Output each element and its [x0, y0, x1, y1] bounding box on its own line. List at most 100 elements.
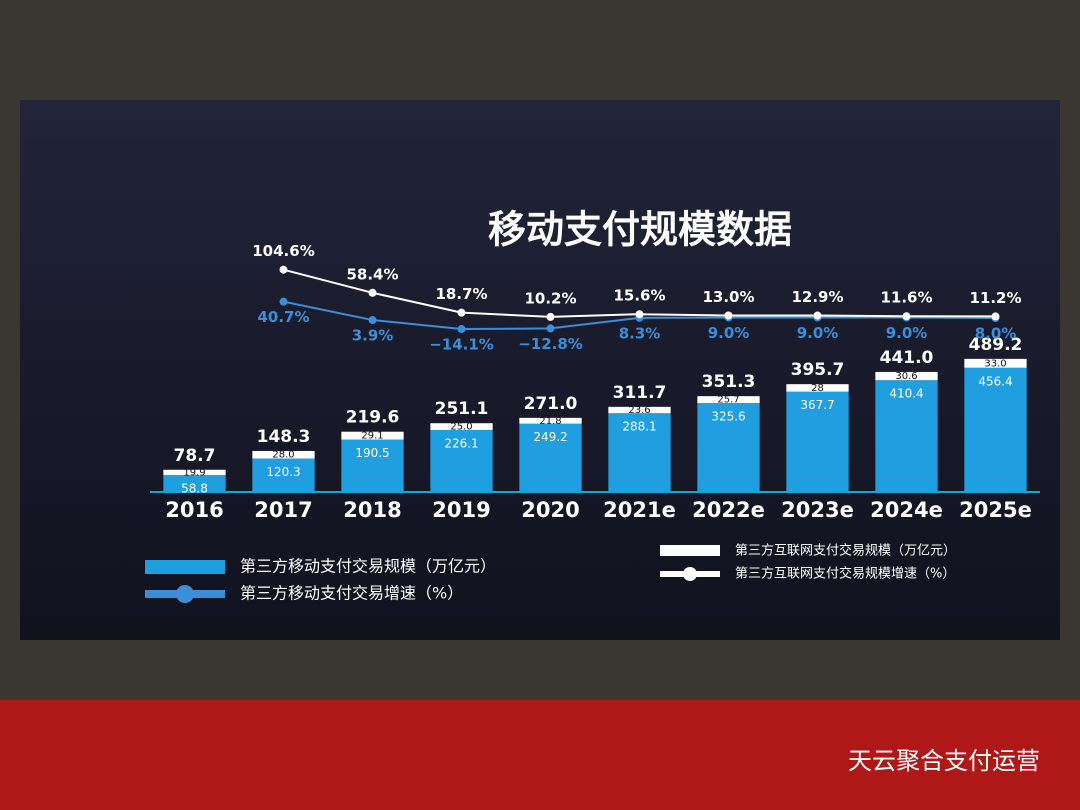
data-label: 23.6: [628, 405, 650, 416]
point: [902, 312, 911, 321]
point: [279, 265, 288, 274]
bar: [964, 358, 1027, 368]
x-tick-label: 2016: [165, 498, 223, 522]
point: [546, 324, 555, 333]
bar: [608, 413, 671, 491]
point: [457, 325, 466, 334]
bar: [964, 367, 1027, 491]
point: [368, 288, 377, 297]
x-tick-label: 2025e: [959, 498, 1032, 522]
bar: [786, 391, 849, 491]
legend-swatch: [660, 545, 720, 556]
data-label: 8.0%: [975, 325, 1017, 343]
data-label: 11.6%: [880, 289, 932, 307]
total-label: 219.6: [346, 408, 400, 428]
point: [546, 312, 555, 321]
legend-label: 第三方互联网支付交易规模增速（%）: [735, 566, 955, 582]
total-label: 271.0: [524, 394, 578, 414]
x-tick-label: 2019: [432, 498, 490, 522]
bar: [341, 439, 404, 491]
data-label: 21.8: [539, 416, 561, 427]
legend-swatch: [683, 567, 697, 581]
point: [279, 297, 288, 306]
data-label: 9.0%: [797, 324, 839, 342]
legend-swatch: [176, 585, 194, 603]
legend-swatch: [145, 560, 225, 574]
data-label: 12.9%: [791, 288, 843, 306]
bar: [519, 417, 582, 424]
bar: [697, 396, 760, 404]
data-label: 58.4%: [346, 265, 398, 283]
point: [457, 308, 466, 317]
data-label: 325.6: [711, 410, 745, 424]
bar: [252, 458, 315, 491]
total-label: 441.0: [880, 348, 934, 368]
data-label: 456.4: [978, 374, 1012, 388]
point: [991, 312, 1000, 321]
x-tick-label: 2020: [521, 498, 579, 522]
data-label: 33.0: [984, 358, 1006, 369]
data-label: 30.6: [895, 371, 917, 382]
x-tick-label: 2018: [343, 498, 401, 522]
watermark: 天云聚合支付运营: [848, 747, 1040, 775]
total-label: 78.7: [174, 446, 216, 466]
data-label: 28: [811, 383, 824, 394]
stage: [0, 700, 1080, 810]
data-label: 29.1: [361, 431, 383, 442]
point: [813, 311, 822, 320]
data-label: 249.2: [533, 430, 567, 444]
data-label: 288.1: [622, 420, 656, 434]
data-label: 120.3: [266, 465, 300, 479]
bar: [786, 384, 849, 392]
data-label: 226.1: [444, 436, 478, 450]
point: [368, 316, 377, 325]
data-label: 367.7: [800, 398, 834, 412]
legend: 第三方移动支付交易规模（万亿元） 第三方移动支付交易增速（%） 第三方互联网支付…: [145, 543, 956, 603]
bar: [163, 469, 226, 476]
data-label: 3.9%: [352, 327, 394, 345]
bar: [608, 406, 671, 414]
legend-label: 第三方移动支付交易增速（%）: [240, 584, 463, 603]
total-label: 148.3: [257, 427, 311, 447]
bar: [519, 423, 582, 491]
total-label: 489.2: [969, 335, 1023, 355]
screen: [20, 100, 1060, 640]
data-label: 13.0%: [702, 288, 754, 306]
bar: [430, 429, 493, 491]
data-label: 28.0: [272, 450, 294, 461]
bar: [430, 423, 493, 430]
data-label: 25.0: [450, 422, 472, 433]
total-label: 395.7: [791, 360, 845, 380]
data-label: 15.6%: [613, 287, 665, 305]
data-label: 18.7%: [435, 285, 487, 303]
bar: [341, 431, 404, 440]
point: [635, 310, 644, 319]
chart-title: 移动支付规模数据: [488, 208, 792, 252]
x-tick-label: 2023e: [781, 498, 854, 522]
data-label: 40.7%: [257, 308, 309, 326]
total-label: 251.1: [435, 399, 489, 419]
legend-label: 第三方移动支付交易规模（万亿元）: [240, 557, 496, 576]
bar: [875, 380, 938, 491]
data-label: 58.8: [181, 482, 208, 496]
data-label: 410.4: [889, 387, 923, 401]
bar: [875, 371, 938, 381]
data-label: −14.1%: [429, 336, 494, 354]
total-label: 351.3: [702, 372, 756, 392]
bar: [697, 403, 760, 491]
data-label: 8.3%: [619, 324, 661, 342]
x-tick-label: 2021e: [603, 498, 676, 522]
bar: [252, 450, 315, 459]
data-label: 9.0%: [708, 324, 750, 342]
data-label: 25.7: [717, 395, 739, 406]
x-tick-label: 2024e: [870, 498, 943, 522]
data-label: −12.8%: [518, 335, 583, 353]
point: [724, 311, 733, 320]
x-tick-label: 2017: [254, 498, 312, 522]
legend-label: 第三方互联网支付交易规模（万亿元）: [735, 543, 956, 559]
total-label: 311.7: [613, 383, 667, 403]
bar: [163, 475, 226, 491]
x-tick-label: 2022e: [692, 498, 765, 522]
data-label: 11.2%: [969, 289, 1021, 307]
